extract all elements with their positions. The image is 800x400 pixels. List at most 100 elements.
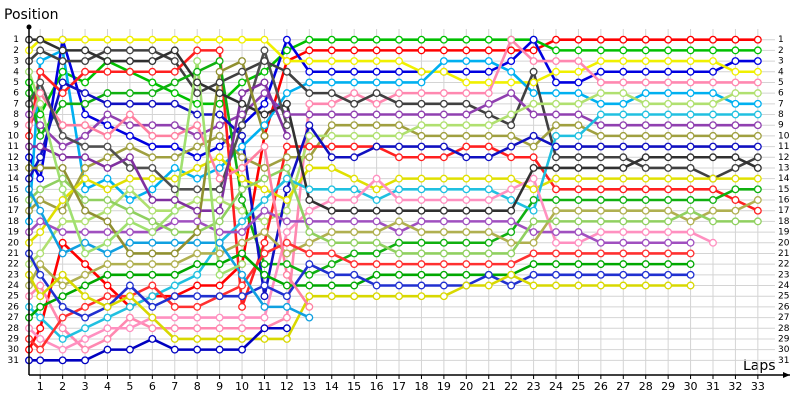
point xyxy=(507,238,516,247)
point xyxy=(238,206,246,215)
point xyxy=(372,121,381,130)
point xyxy=(238,121,246,130)
point xyxy=(417,217,426,226)
x-tick-label: 19 xyxy=(437,380,451,393)
point xyxy=(170,260,179,269)
point xyxy=(417,260,426,269)
point xyxy=(148,238,157,247)
y-axis-cap xyxy=(26,24,32,30)
point xyxy=(148,78,157,87)
point xyxy=(529,270,538,279)
point xyxy=(552,217,560,226)
point xyxy=(36,153,45,162)
y-tick-label: 12 xyxy=(8,153,19,163)
point xyxy=(753,110,762,119)
point xyxy=(305,35,314,44)
x-tick-label: 20 xyxy=(459,380,473,393)
point xyxy=(552,78,560,87)
point xyxy=(81,356,90,365)
point xyxy=(439,131,448,140)
point xyxy=(36,35,45,44)
point xyxy=(125,142,134,151)
point xyxy=(58,67,67,76)
point xyxy=(484,57,493,66)
point xyxy=(58,238,67,247)
point xyxy=(529,142,538,151)
point xyxy=(350,142,359,151)
point xyxy=(327,67,336,76)
point xyxy=(753,35,762,44)
y-tick-label-right: 31 xyxy=(778,356,789,366)
point xyxy=(664,270,673,279)
point xyxy=(148,99,157,108)
point xyxy=(148,174,157,183)
point xyxy=(327,270,336,279)
y-tick-label: 10 xyxy=(8,131,20,141)
point xyxy=(58,292,67,301)
point xyxy=(574,228,583,237)
point xyxy=(81,185,90,194)
point xyxy=(327,163,336,172)
point xyxy=(686,270,695,279)
point xyxy=(58,163,67,172)
point xyxy=(238,57,246,66)
x-tick-label: 18 xyxy=(414,380,428,393)
point xyxy=(372,174,381,183)
point xyxy=(664,281,673,290)
point xyxy=(619,67,628,76)
point xyxy=(439,217,448,226)
y-tick-label-right: 6 xyxy=(778,89,784,99)
y-tick-label-right: 12 xyxy=(778,153,789,163)
point xyxy=(753,67,762,76)
point xyxy=(574,67,583,76)
point xyxy=(36,324,45,333)
point xyxy=(686,46,695,55)
point xyxy=(619,217,628,226)
point xyxy=(215,324,224,333)
point xyxy=(372,142,381,151)
point xyxy=(484,121,493,130)
point xyxy=(103,238,112,247)
point xyxy=(574,35,583,44)
point xyxy=(305,153,314,162)
point xyxy=(215,163,224,172)
point xyxy=(170,196,179,204)
point xyxy=(596,281,605,290)
point xyxy=(619,163,628,172)
point xyxy=(81,302,90,311)
point xyxy=(238,163,246,172)
point xyxy=(395,121,403,130)
x-tick-label: 12 xyxy=(280,380,294,393)
point xyxy=(148,185,157,194)
y-tick-label-right: 23 xyxy=(778,270,789,280)
point xyxy=(260,99,269,108)
point xyxy=(574,131,583,140)
point xyxy=(282,228,291,237)
point xyxy=(619,46,628,55)
point xyxy=(350,249,359,258)
point xyxy=(81,238,90,247)
point xyxy=(552,174,560,183)
point xyxy=(417,142,426,151)
point xyxy=(350,89,359,98)
point xyxy=(193,57,202,66)
x-tick-label: 6 xyxy=(149,380,156,393)
x-tick-label: 4 xyxy=(104,380,111,393)
point xyxy=(731,57,740,66)
point xyxy=(238,110,246,119)
x-tick-label: 26 xyxy=(594,380,608,393)
point xyxy=(372,249,381,258)
point xyxy=(507,228,516,237)
point xyxy=(305,206,314,215)
point xyxy=(664,153,673,162)
y-tick-label: 14 xyxy=(8,174,20,184)
point xyxy=(282,67,291,76)
point xyxy=(507,206,516,215)
point xyxy=(395,78,403,87)
point xyxy=(552,249,560,258)
point xyxy=(36,121,45,130)
point xyxy=(193,228,202,237)
point xyxy=(170,281,179,290)
point xyxy=(596,153,605,162)
point xyxy=(305,142,314,151)
